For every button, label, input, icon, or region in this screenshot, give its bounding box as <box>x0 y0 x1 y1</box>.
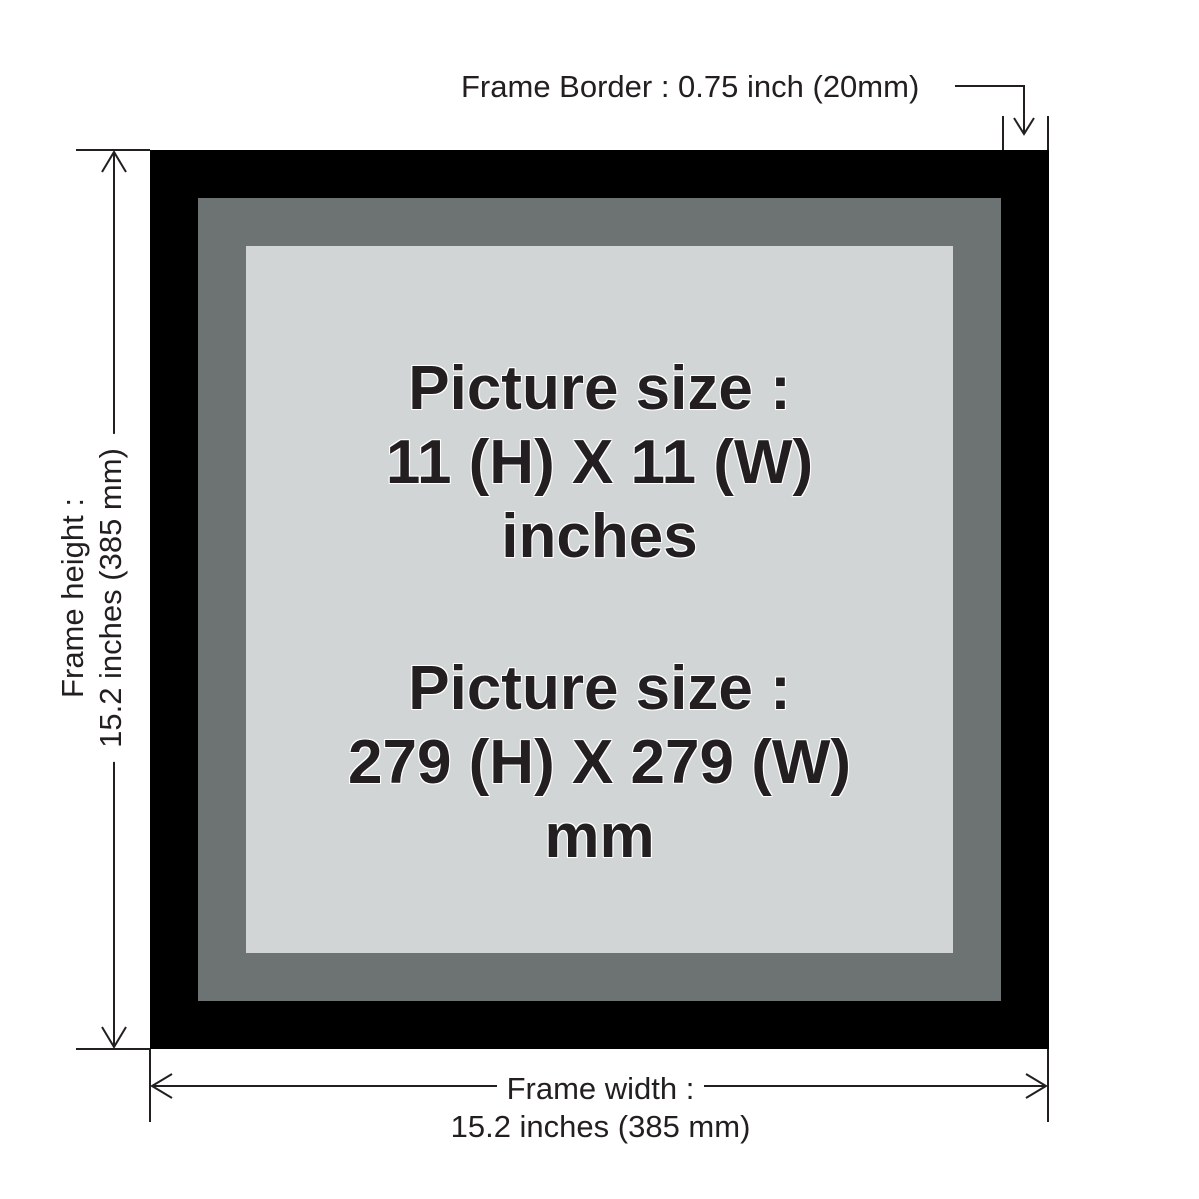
height-arrow-down <box>101 1026 127 1049</box>
width-arrow-right <box>1025 1073 1048 1099</box>
picture-size-mm-value: 279 (H) X 279 (W) <box>347 728 852 797</box>
picture-size-inches-value: 11 (H) X 11 (W) <box>385 428 814 497</box>
frame-border-leader-line <box>955 85 1025 134</box>
frame-width-value: 15.2 inches (385 mm) <box>1 1109 1199 1144</box>
picture-area <box>246 246 953 953</box>
frame-height-label-rotated: Frame height : 15.2 inches (385 mm) <box>54 434 130 762</box>
width-arrow-left <box>150 1073 173 1099</box>
frame-border-label: Frame Border : 0.75 inch (20mm) <box>461 69 920 104</box>
picture-size-inches-heading: Picture size : <box>408 354 791 423</box>
picture-size-mm: Picture size : 279 (H) X 279 (W) mm <box>246 652 953 874</box>
picture-size-inches-unit: inches <box>501 502 698 571</box>
frame-border-dimension <box>955 85 1049 150</box>
frame-border-arrowhead <box>1013 117 1035 136</box>
height-arrow-up <box>101 150 127 173</box>
picture-size-inches: Picture size : 11 (H) X 11 (W) inches <box>246 352 953 574</box>
frame-width-label-line2: 15.2 inches (385 mm) <box>440 1109 761 1144</box>
frame-width-label-line1: Frame width : <box>496 1071 705 1106</box>
frame-height-label-line2: 15.2 inches (385 mm) <box>93 448 128 748</box>
picture-size-mm-heading: Picture size : <box>408 654 791 723</box>
picture-size-mm-unit: mm <box>544 802 655 871</box>
frame-height-label-line1: Frame height : <box>55 498 90 698</box>
frame-width-label: Frame width : <box>1 1071 1199 1106</box>
